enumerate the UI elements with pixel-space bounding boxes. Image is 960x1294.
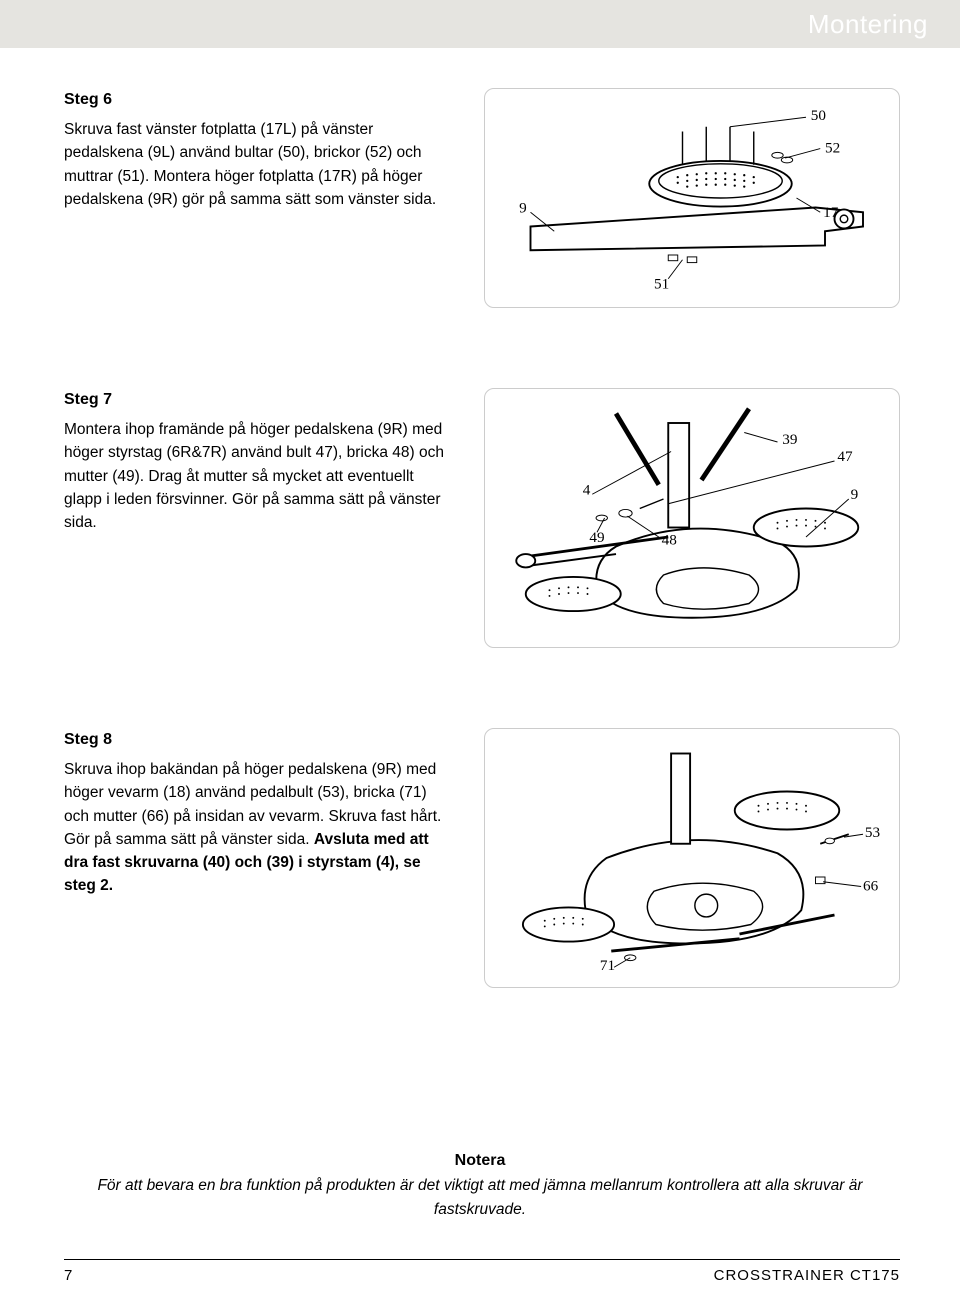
step-7-body: Montera ihop framände på höger pedalsken… <box>64 418 444 534</box>
label-50: 50 <box>811 107 827 124</box>
step-6-row: Steg 6 Skruva fast vänster fotplatta (17… <box>64 88 900 308</box>
label-66: 66 <box>863 877 879 894</box>
step-6-diagram: 50 52 17 9 51 <box>484 88 900 308</box>
step-8-heading: Steg 8 <box>64 728 444 752</box>
label-47: 47 <box>837 448 853 465</box>
step-7-diagram: 39 47 4 9 49 48 <box>484 388 900 648</box>
note-title: Notera <box>90 1152 870 1170</box>
label-51: 51 <box>654 275 669 292</box>
step-7-row: Steg 7 Montera ihop framände på höger pe… <box>64 388 900 648</box>
step-8-text: Steg 8 Skruva ihop bakändan på höger ped… <box>64 728 444 898</box>
step-8-diagram: 53 66 71 <box>484 728 900 988</box>
label-9: 9 <box>519 199 527 216</box>
label-4: 4 <box>583 481 591 498</box>
header-band: Montering <box>0 0 960 48</box>
step-6-text: Steg 6 Skruva fast vänster fotplatta (17… <box>64 88 444 211</box>
label-53: 53 <box>865 824 880 841</box>
label-71: 71 <box>600 957 615 974</box>
label-52: 52 <box>825 139 840 156</box>
step-8-body: Skruva ihop bakändan på höger pedalskena… <box>64 758 444 898</box>
label-17: 17 <box>823 204 839 221</box>
step-8-row: Steg 8 Skruva ihop bakändan på höger ped… <box>64 728 900 988</box>
step-6-heading: Steg 6 <box>64 88 444 112</box>
step-6-body: Skruva fast vänster fotplatta (17L) på v… <box>64 118 444 211</box>
step-7-heading: Steg 7 <box>64 388 444 412</box>
footer-divider <box>64 1259 900 1260</box>
label-49: 49 <box>589 529 604 546</box>
note-block: Notera För att bevara en bra funktion på… <box>0 1152 960 1222</box>
step-7-text: Steg 7 Montera ihop framände på höger pe… <box>64 388 444 534</box>
page-number: 7 <box>64 1267 72 1284</box>
header-title: Montering <box>808 9 928 40</box>
label-39: 39 <box>782 431 797 448</box>
footer: 7 CROSSTRAINER CT175 <box>64 1267 900 1284</box>
label-48: 48 <box>662 532 678 549</box>
content-area: Steg 6 Skruva fast vänster fotplatta (17… <box>0 48 960 988</box>
label-9: 9 <box>851 486 859 503</box>
footer-product: CROSSTRAINER CT175 <box>714 1267 900 1284</box>
note-body: För att bevara en bra funktion på produk… <box>90 1174 870 1222</box>
